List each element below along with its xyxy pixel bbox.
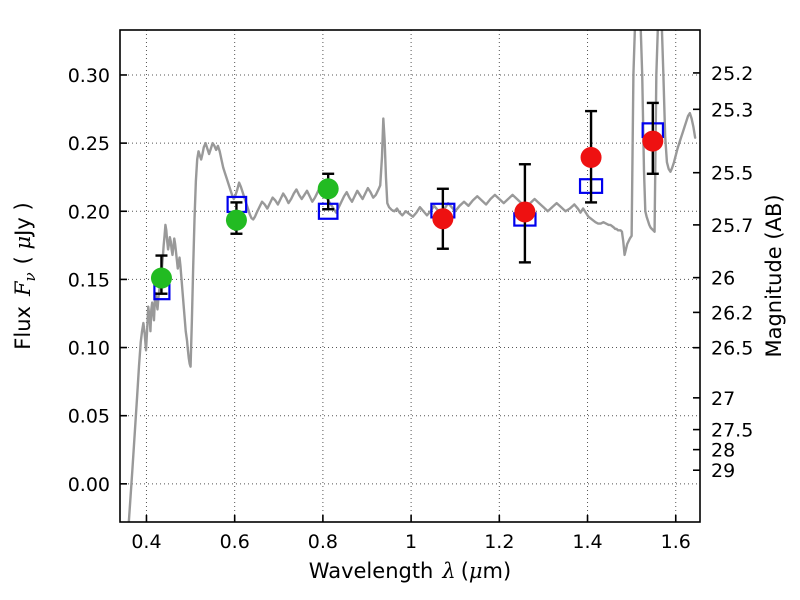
y-tick-label: 0.20 bbox=[68, 201, 110, 223]
y2-axis-label: Magnitude (AB) bbox=[762, 194, 786, 357]
model-spectrum-curve bbox=[127, 30, 697, 522]
y2-tick-label: 29 bbox=[711, 460, 735, 482]
y2-tick-label: 25.2 bbox=[711, 63, 753, 85]
y-tick-label: 0.00 bbox=[68, 474, 110, 496]
y-tick-label: 0.05 bbox=[68, 406, 110, 428]
x-tick-label: 1.2 bbox=[484, 531, 514, 553]
y2-tick-label: 25.3 bbox=[711, 99, 753, 121]
x-tick-label: 1 bbox=[405, 531, 417, 553]
y2-tick-label: 28 bbox=[711, 440, 735, 462]
y-tick-label: 0.25 bbox=[68, 133, 110, 155]
data-point-marker bbox=[150, 267, 172, 289]
data-point-marker bbox=[225, 209, 247, 231]
y2-tick-label: 26.5 bbox=[711, 338, 753, 360]
y-axis-label: FluxFν( μJy ) bbox=[11, 202, 39, 349]
data-points-layer bbox=[150, 101, 665, 301]
data-point-marker bbox=[580, 146, 602, 168]
y2-tick-label: 25.5 bbox=[711, 163, 753, 185]
data-point-marker bbox=[432, 208, 454, 230]
x-axis-ticks: 0.4 0.6 0.8 1 1.2 1.4 1.6 bbox=[131, 515, 691, 553]
data-point-marker bbox=[514, 201, 536, 223]
y2-tick-label: 26.2 bbox=[711, 302, 753, 324]
grid-lines bbox=[120, 30, 700, 522]
x-axis-label: Wavelength λ (μm) bbox=[309, 559, 511, 583]
x-tick-label: 0.6 bbox=[220, 531, 250, 553]
y2-tick-label: 27.5 bbox=[711, 420, 753, 442]
y2-tick-label: 25.7 bbox=[711, 215, 753, 237]
data-point-marker bbox=[642, 130, 664, 152]
y-tick-label: 0.10 bbox=[68, 338, 110, 360]
y2-tick-label: 27 bbox=[711, 388, 735, 410]
svg-text:Magnitude (AB): Magnitude (AB) bbox=[762, 194, 786, 357]
x-tick-label: 1.6 bbox=[661, 531, 691, 553]
x-tick-label: 0.8 bbox=[308, 531, 338, 553]
y-axis-ticks: 0.00 0.05 0.10 0.15 0.20 0.25 0.30 bbox=[68, 65, 127, 496]
data-point-marker bbox=[317, 178, 339, 200]
x-tick-label: 0.4 bbox=[131, 531, 161, 553]
y2-tick-label: 26 bbox=[711, 268, 735, 290]
svg-text:FluxFν( μJy ): FluxFν( μJy ) bbox=[11, 202, 39, 349]
y-tick-label: 0.30 bbox=[68, 65, 110, 87]
plot-frame bbox=[119, 29, 701, 523]
x-tick-label: 1.4 bbox=[572, 531, 602, 553]
y-tick-label: 0.15 bbox=[68, 269, 110, 291]
spectrum-line bbox=[127, 30, 697, 522]
